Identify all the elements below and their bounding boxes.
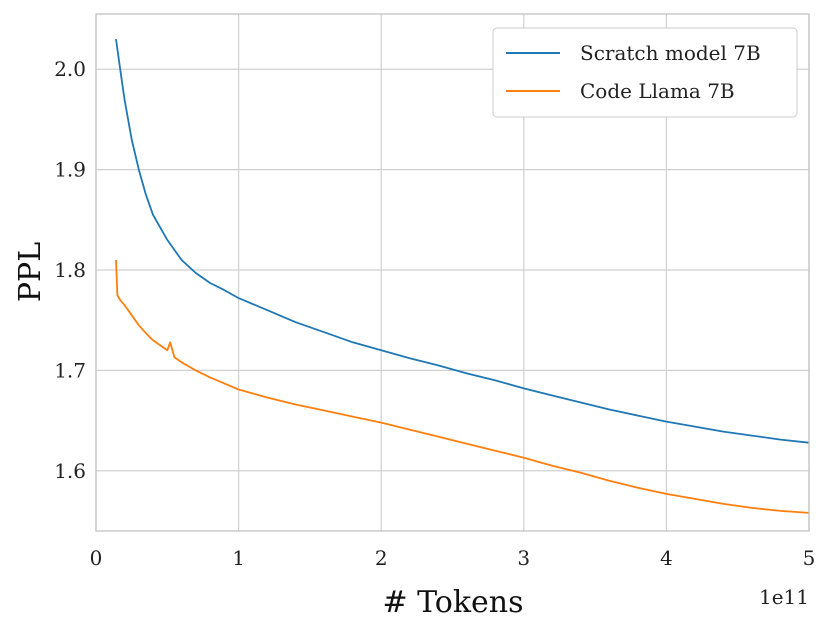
x-tick-labels: 0 1 2 3 4 5 — [90, 546, 816, 570]
x-tick-label: 4 — [660, 546, 673, 570]
y-tick-label: 1.8 — [54, 258, 86, 282]
plot-frame — [95, 13, 810, 532]
y-tick-labels: 1.6 1.7 1.8 1.9 2.0 — [54, 57, 86, 483]
x-tick-label: 5 — [803, 546, 816, 570]
legend-label-scratch: Scratch model 7B — [580, 41, 761, 65]
y-tick-label: 1.6 — [54, 459, 86, 483]
x-tick-label: 3 — [517, 546, 530, 570]
x-tick-label: 0 — [90, 546, 103, 570]
y-axis-label: PPL — [13, 242, 48, 302]
legend-box — [492, 27, 798, 118]
series-line-code-llama-7b — [115, 259, 810, 514]
series-layer — [115, 38, 810, 514]
y-tick-label: 2.0 — [54, 57, 86, 81]
x-offset-text: 1e11 — [759, 585, 809, 609]
y-tick-label: 1.7 — [54, 358, 86, 382]
x-axis-label: # Tokens — [382, 585, 523, 620]
series-line-scratch-model-7b — [115, 38, 810, 444]
x-tick-label: 1 — [232, 546, 245, 570]
legend: Scratch model 7B Code Llama 7B — [492, 27, 798, 118]
legend-label-codellama: Code Llama 7B — [580, 79, 735, 103]
x-tick-label: 2 — [375, 546, 388, 570]
y-tick-label: 1.9 — [54, 158, 86, 182]
